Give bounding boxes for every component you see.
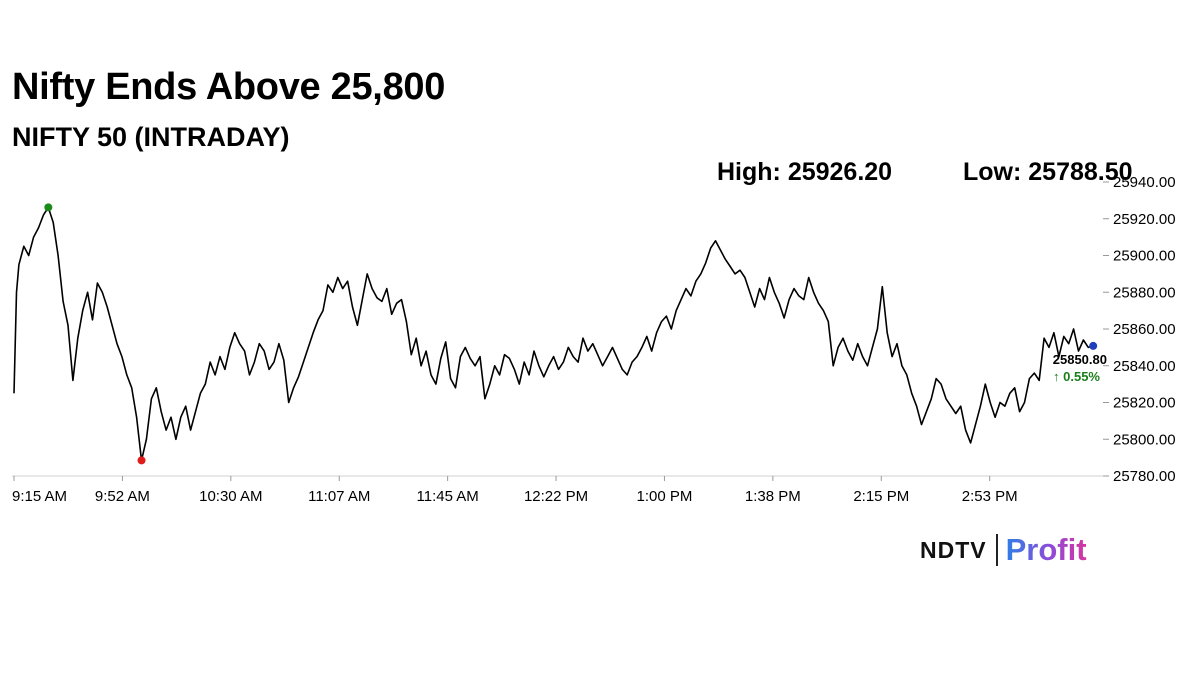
high-marker (44, 203, 53, 212)
headline: Nifty Ends Above 25,800 (12, 66, 446, 108)
brand-profit: Profit (1005, 532, 1087, 567)
x-tick-label: 11:07 AM (308, 488, 370, 505)
y-tick-label: 25820.00 (1113, 395, 1176, 412)
y-tick-label: 25840.00 (1113, 358, 1176, 375)
last-change-label: ↑ 0.55% (1053, 369, 1100, 384)
low-marker (137, 456, 146, 465)
chart-subtitle: NIFTY 50 (INTRADAY) (12, 122, 290, 152)
x-tick-label: 1:38 PM (745, 488, 801, 505)
last-price-marker (1089, 341, 1098, 350)
y-tick-label: 25940.00 (1113, 174, 1176, 191)
x-tick-label: 9:52 AM (95, 488, 150, 505)
brand-divider (995, 534, 998, 566)
x-tick-label: 12:22 PM (524, 488, 588, 505)
low-stat: Low: 25788.50 (963, 158, 1133, 186)
y-tick-label: 25780.00 (1113, 468, 1176, 485)
y-tick-label: 25880.00 (1113, 284, 1176, 301)
x-tick-label: 1:00 PM (637, 488, 693, 505)
x-tick-label: 2:15 PM (853, 488, 909, 505)
last-price-label: 25850.80 (1053, 352, 1107, 367)
y-tick-label: 25860.00 (1113, 321, 1176, 338)
brand-ndtv: NDTV (920, 536, 987, 563)
x-tick-label: 9:15 AM (12, 488, 67, 505)
x-tick-label: 2:53 PM (962, 488, 1018, 505)
y-tick-label: 25800.00 (1113, 431, 1176, 448)
y-tick-label: 25920.00 (1113, 211, 1176, 228)
x-tick-label: 10:30 AM (199, 488, 262, 505)
y-tick-label: 25900.00 (1113, 248, 1176, 265)
x-tick-label: 11:45 AM (417, 488, 479, 505)
high-stat: High: 25926.20 (717, 158, 893, 186)
ndtv-profit-logo: NDTV Profit (920, 532, 1087, 572)
price-line (13, 206, 1094, 462)
